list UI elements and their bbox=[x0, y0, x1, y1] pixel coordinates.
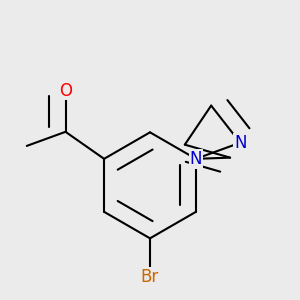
Text: N: N bbox=[190, 150, 202, 168]
Text: Br: Br bbox=[141, 268, 159, 286]
Text: O: O bbox=[59, 82, 72, 100]
Text: N: N bbox=[234, 134, 246, 152]
